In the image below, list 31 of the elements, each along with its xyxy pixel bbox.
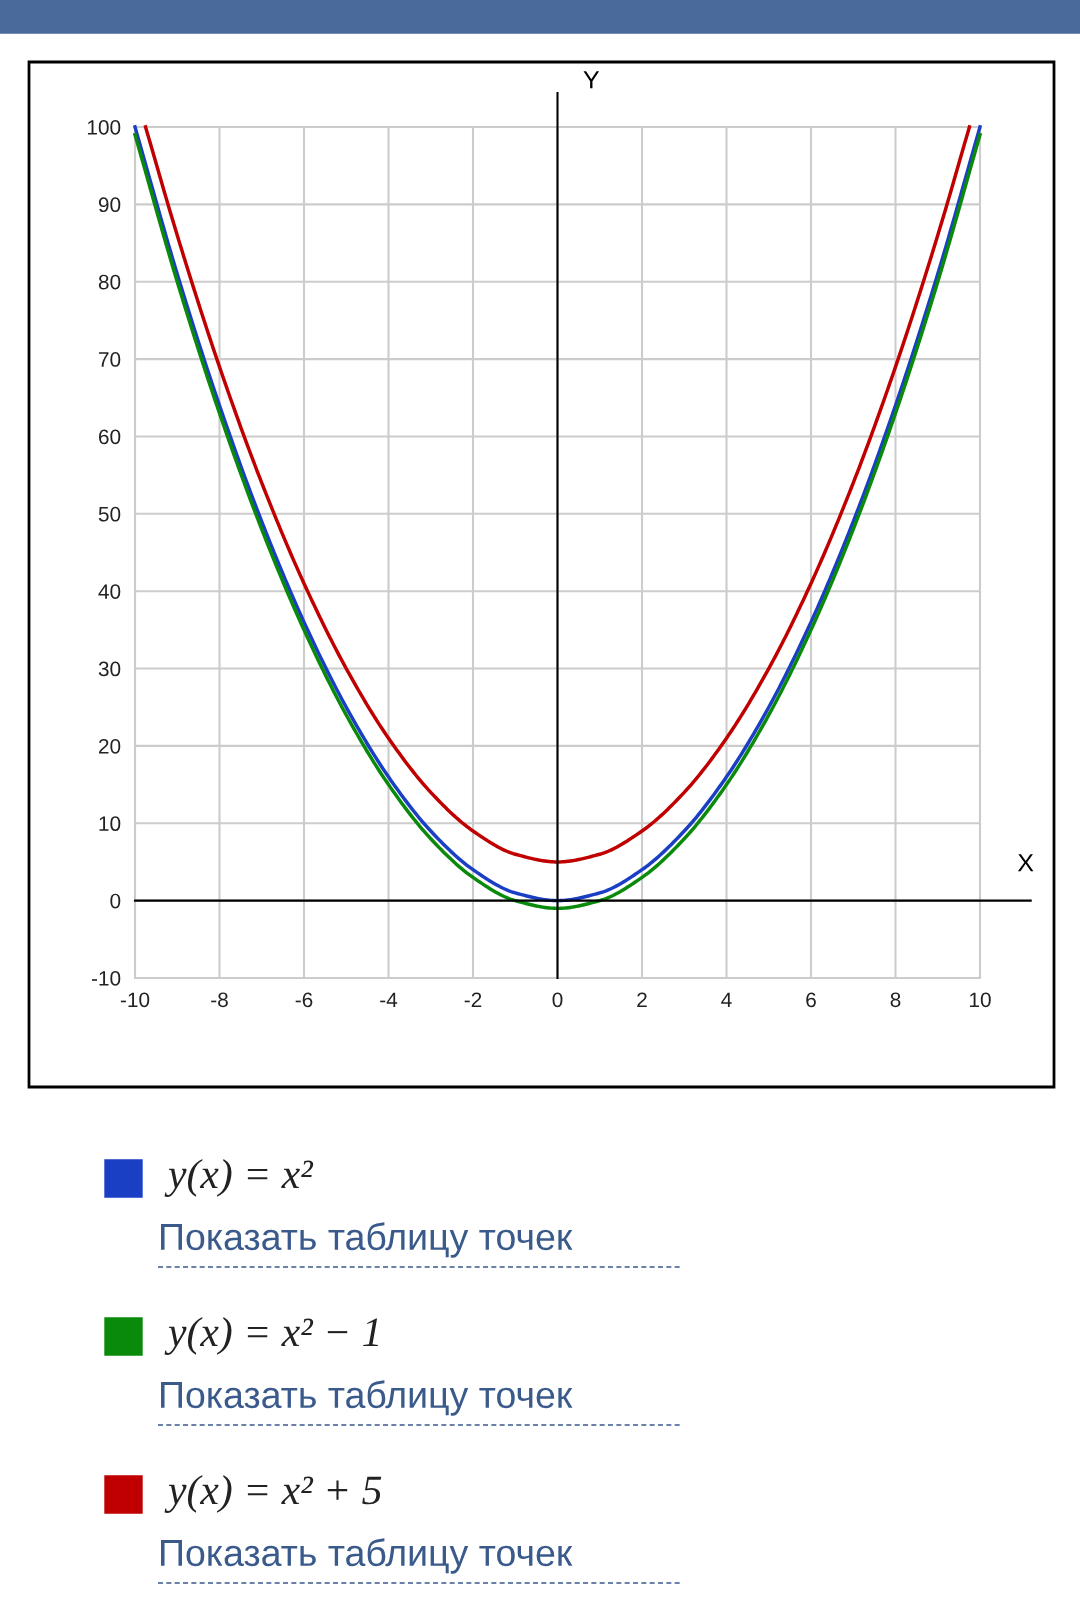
x-tick-label: 6 — [806, 992, 816, 1008]
x-tick-label: -10 — [120, 992, 150, 1008]
y-tick-label: 60 — [99, 429, 121, 445]
x-axis-title: X — [1017, 854, 1034, 872]
text: Показать таблицу точек — [161, 1222, 573, 1258]
y-tick-label: 0 — [110, 893, 121, 909]
y-tick-label: 80 — [98, 274, 121, 290]
y-tick-label: 50 — [98, 506, 121, 522]
y-tick-label: 20 — [98, 738, 121, 754]
x-tick-label: -6 — [295, 992, 313, 1008]
y-tick-label: 40 — [98, 584, 121, 599]
y-tick-label: 100 — [87, 120, 121, 135]
y-tick-label: 10 — [99, 816, 121, 832]
y-tick-label: 30 — [98, 661, 121, 677]
y-axis-title: Y — [583, 71, 600, 89]
x-tick-label: -2 — [464, 992, 482, 1007]
text: Показать таблицу точек — [161, 1538, 573, 1574]
legend-label: y(x) = x² − 1 — [164, 1317, 378, 1355]
x-tick-label: -4 — [380, 992, 398, 1007]
y-tick-label: 70 — [99, 352, 121, 367]
text: Показать таблицу точек — [161, 1380, 573, 1416]
x-tick-label: 4 — [721, 992, 732, 1007]
legend-label: y(x) = x² — [164, 1159, 314, 1197]
x-tick-label: 10 — [970, 992, 991, 1008]
x-tick-label: 2 — [637, 992, 647, 1007]
legend-label: y(x) = x² + 5 — [164, 1475, 382, 1513]
x-tick-label: -8 — [211, 992, 228, 1008]
x-tick-label: 0 — [552, 992, 563, 1008]
y-tick-label: 90 — [98, 197, 121, 213]
y-tick-label: -10 — [91, 971, 121, 986]
x-tick-label: 8 — [890, 992, 901, 1008]
